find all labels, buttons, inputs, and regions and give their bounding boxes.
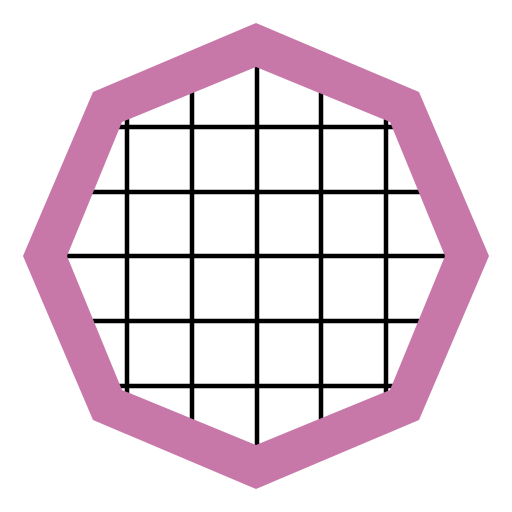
- grid: [45, 45, 467, 467]
